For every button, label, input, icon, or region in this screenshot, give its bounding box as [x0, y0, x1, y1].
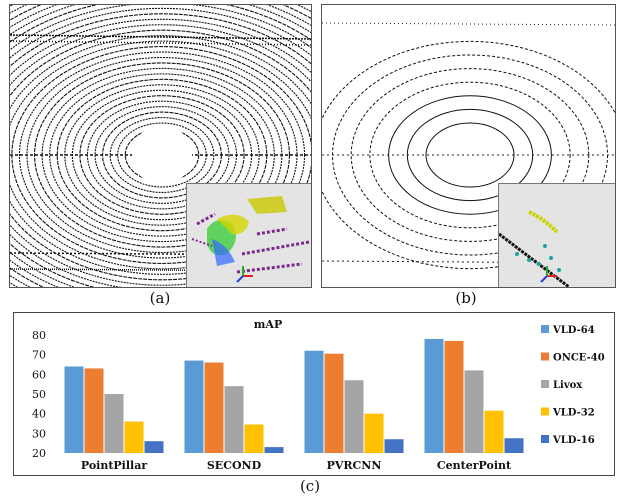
inset-detail-b	[498, 183, 615, 287]
road-edges-b	[322, 22, 615, 264]
scan-ring	[10, 29, 311, 281]
x-category-label: PVRCNN	[327, 459, 382, 472]
scan-ring	[10, 40, 311, 270]
colored-points-a	[191, 196, 310, 274]
axes-gizmo-a	[236, 266, 253, 283]
bar-vld-32-centerpoint	[484, 410, 504, 453]
legend-label: VLD-64	[552, 325, 595, 336]
legend-label: VLD-16	[552, 435, 595, 446]
legend-swatch	[541, 435, 549, 443]
subfigure-label-c: (c)	[299, 477, 321, 495]
y-tick-label: 30	[32, 427, 46, 440]
legend-label: Livox	[553, 380, 583, 391]
lidar-panel-b	[321, 4, 616, 288]
colored-points-b	[499, 210, 570, 287]
x-category-label: CenterPoint	[437, 459, 512, 472]
scan-ring	[79, 95, 245, 215]
inset-detail-a	[186, 183, 311, 287]
scan-ring	[18, 51, 306, 259]
scan-ring	[64, 84, 260, 226]
scan-ring	[425, 122, 515, 188]
legend-label: VLD-32	[552, 408, 595, 419]
y-tick-label: 60	[32, 368, 46, 381]
scan-ring	[10, 13, 311, 287]
legend-swatch	[541, 352, 549, 361]
bar-livox-centerpoint	[464, 370, 484, 453]
y-tick-label: 70	[32, 349, 46, 362]
chart-legend: VLD-64 ONCE-40 Livox VLD-32 VLD-16	[541, 325, 605, 446]
subfigure-label-a: (a)	[149, 289, 171, 307]
bar-vld-32-pvrcnn	[364, 413, 384, 453]
y-tick-label: 50	[32, 388, 46, 401]
inset-points-a	[191, 196, 310, 283]
y-tick-label: 80	[32, 329, 46, 342]
bar-once-40-second	[204, 362, 224, 453]
scan-ring	[10, 24, 311, 286]
map-bar-chart: mAP 20 30 40 50 60 70 80 PointPillar SECOND PVRC…	[13, 312, 615, 476]
point-cloud-b	[322, 22, 615, 270]
scan-ring	[124, 127, 200, 183]
bar-vld-16-pvrcnn	[384, 439, 404, 453]
lidar-panel-a	[9, 4, 312, 288]
bar-vld-32-pointpillar	[124, 421, 144, 453]
y-tick-label: 40	[32, 408, 46, 421]
legend-swatch	[541, 380, 549, 388]
chart-title: mAP	[254, 318, 282, 331]
x-category-label: SECOND	[207, 459, 262, 472]
x-category-label: PointPillar	[81, 459, 148, 472]
scan-ring	[369, 81, 571, 229]
legend-swatch	[541, 325, 549, 333]
chart-canvas: mAP 20 30 40 50 60 70 80 PointPillar SECOND PVRC…	[32, 318, 605, 472]
bar-vld-64-pointpillar	[64, 366, 84, 453]
legend-swatch	[541, 407, 549, 416]
axes-gizmo-b	[540, 266, 557, 283]
bar-livox-pointpillar	[104, 394, 124, 453]
point-cloud-a	[10, 5, 311, 287]
bar-once-40-pointpillar	[84, 368, 104, 453]
bar-once-40-pvrcnn	[324, 353, 344, 453]
inset-points-b	[499, 210, 570, 287]
bar-livox-second	[224, 386, 244, 453]
bar-vld-32-second	[244, 424, 264, 453]
y-axis-ticks: 20 30 40 50 60 70 80	[32, 329, 46, 460]
bar-once-40-centerpoint	[444, 340, 464, 453]
x-axis-labels: PointPillar SECOND PVRCNN CenterPoint	[81, 459, 512, 472]
scan-ring	[10, 7, 311, 287]
bar-vld-16-centerpoint	[504, 438, 524, 453]
legend-label: ONCE-40	[553, 353, 605, 364]
scan-ring	[109, 117, 215, 193]
bar-vld-64-second	[184, 360, 204, 453]
y-tick-label: 20	[32, 447, 46, 460]
scan-ring	[94, 106, 230, 204]
bar-marks	[64, 338, 524, 453]
bar-vld-64-pvrcnn	[304, 350, 324, 453]
scan-ring	[49, 73, 275, 237]
subfigure-label-b: (b)	[455, 289, 477, 307]
bar-vld-64-centerpoint	[424, 338, 444, 453]
scan-ring	[34, 62, 290, 248]
bar-vld-16-second	[264, 447, 284, 453]
ego-vehicle-gap-a	[132, 125, 192, 185]
bar-vld-16-pointpillar	[144, 441, 164, 453]
bar-livox-pvrcnn	[344, 380, 364, 453]
